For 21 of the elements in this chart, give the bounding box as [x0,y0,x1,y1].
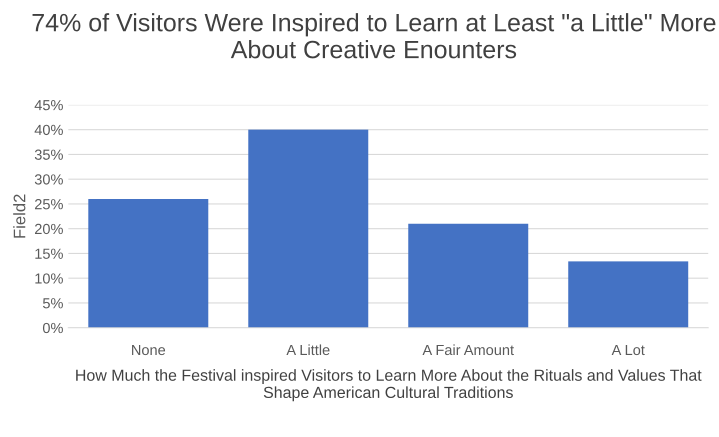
y-tick-label: 25% [34,199,63,210]
x-tick-label: None [132,344,166,356]
x-axis-title: How Much the Festival inspired Visitors to Learn More About the Rituals and Values That Shape American Cultural Traditions [76,369,702,402]
y-tick-label: 20% [34,224,63,234]
y-axis-title: Field2 [13,194,26,238]
bar [408,224,528,328]
bar [248,130,368,328]
x-tick-label: A Fair Amount [422,344,514,356]
y-tick-label: 30% [34,174,63,185]
chart-title: 74% of Visitors Were Inspired to Learn at Least "a Little" More About Creative Enounters [32,13,716,58]
y-tick-label: 45% [34,100,63,110]
x-tick-label: A Lot [612,344,645,356]
y-tick-label: 5% [42,298,63,308]
y-tick-label: 0% [42,322,63,334]
y-tick-label: 10% [35,273,63,284]
y-tick-label: 35% [34,150,63,160]
x-tick-label: A Little [286,344,330,356]
y-tick-label: 40% [34,124,63,136]
bar [88,198,208,328]
bar [568,261,688,328]
y-tick-label: 15% [35,248,63,259]
